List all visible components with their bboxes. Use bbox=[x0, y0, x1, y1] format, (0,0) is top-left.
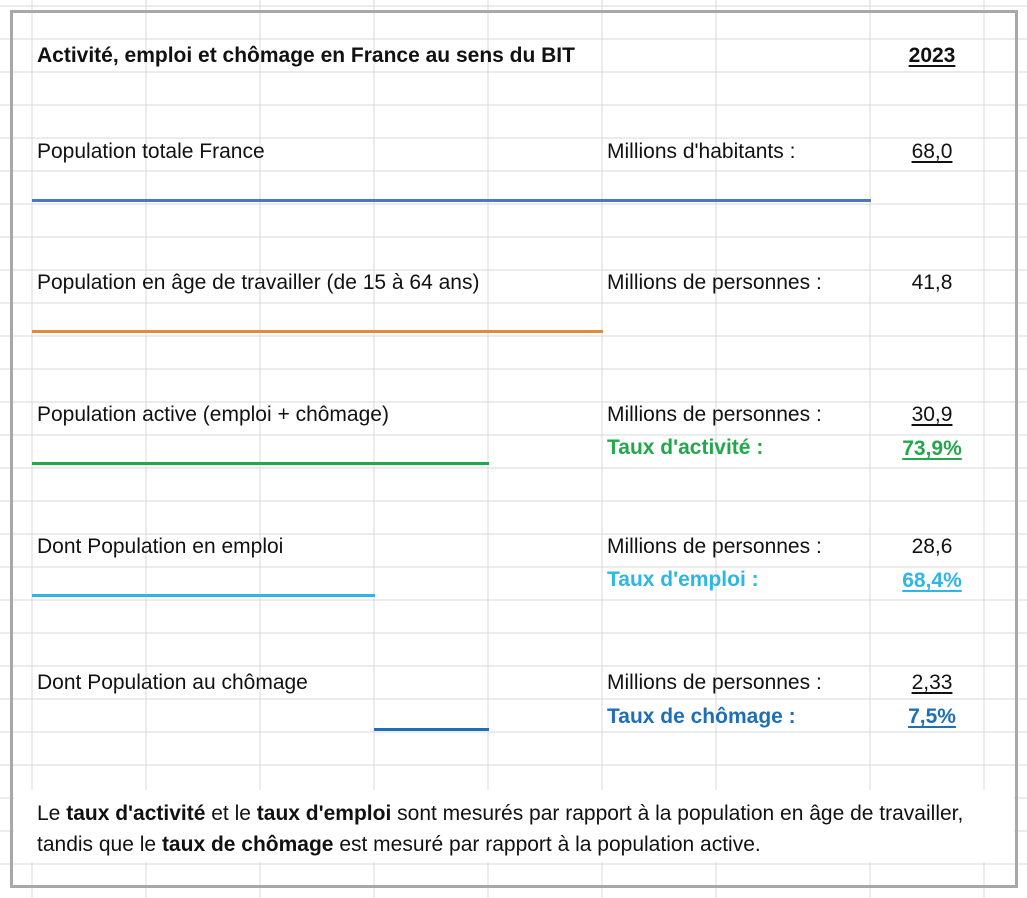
row-value-working-age: 41,8 bbox=[911, 271, 953, 294]
rate-label-employment: Taux d'emploi : bbox=[607, 568, 759, 591]
page-title: Activité, emploi et chômage en France au… bbox=[37, 44, 575, 67]
rate-value-activity: 73,9% bbox=[902, 437, 962, 460]
row-value-unemployed: 2,33 bbox=[911, 671, 953, 694]
table-frame bbox=[10, 10, 1018, 888]
row-unit-unemployed: Millions de personnes : bbox=[607, 671, 822, 694]
rate-value-employment: 68,4% bbox=[902, 569, 962, 592]
year-header: 2023 bbox=[908, 44, 956, 67]
bar-employed bbox=[32, 594, 375, 597]
bar-unemployed bbox=[374, 728, 489, 731]
term-activity-rate: taux d'activité bbox=[66, 802, 206, 825]
row-label-working-age: Population en âge de travailler (de 15 à… bbox=[37, 271, 480, 294]
rate-label-unemployment: Taux de chômage : bbox=[607, 705, 796, 728]
term-unemployment-rate: taux de chômage bbox=[161, 833, 334, 856]
bar-active-population bbox=[32, 462, 489, 465]
row-label-total-population: Population totale France bbox=[37, 140, 265, 163]
term-employment-rate: taux d'emploi bbox=[256, 802, 392, 825]
row-value-total-population: 68,0 bbox=[911, 140, 953, 163]
row-value-employed: 28,6 bbox=[911, 535, 953, 558]
row-unit-employed: Millions de personnes : bbox=[607, 535, 822, 558]
rate-label-activity: Taux d'activité : bbox=[607, 436, 764, 459]
row-label-employed: Dont Population en emploi bbox=[37, 535, 284, 558]
row-label-unemployed: Dont Population au chômage bbox=[37, 671, 308, 694]
bar-working-age bbox=[32, 330, 603, 333]
row-unit-working-age: Millions de personnes : bbox=[607, 271, 822, 294]
row-unit-active-population: Millions de personnes : bbox=[607, 403, 822, 426]
row-label-active-population: Population active (emploi + chômage) bbox=[37, 403, 389, 426]
row-value-active-population: 30,9 bbox=[911, 403, 953, 426]
rate-value-unemployment: 7,5% bbox=[908, 705, 956, 728]
footnote: Le taux d'activité et le taux d'emploi s… bbox=[37, 802, 964, 856]
bar-total-population bbox=[32, 199, 871, 202]
row-unit-total-population: Millions d'habitants : bbox=[607, 140, 796, 163]
